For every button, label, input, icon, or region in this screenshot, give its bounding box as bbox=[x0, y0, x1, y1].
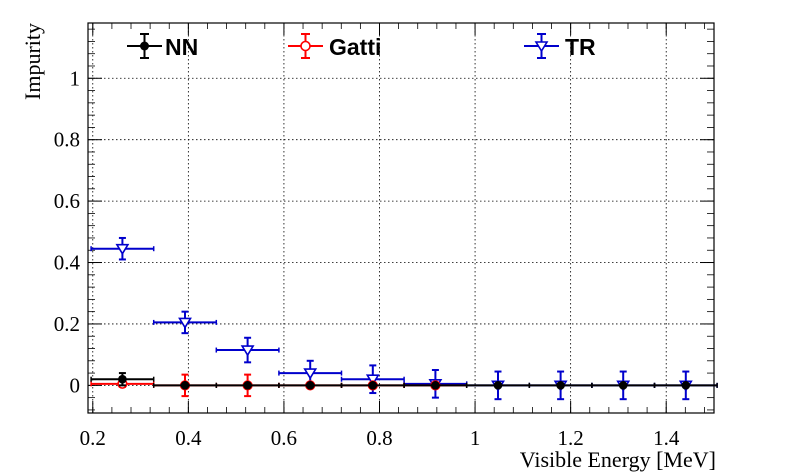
legend-label-tr: TR bbox=[565, 34, 596, 60]
x-tick-label: 1.2 bbox=[558, 426, 584, 450]
nn-data-point bbox=[493, 381, 503, 390]
x-tick-label: 0.8 bbox=[366, 426, 392, 450]
y-tick-label: 0.8 bbox=[54, 128, 80, 152]
nn-data-point bbox=[556, 381, 565, 390]
legend-marker-nn bbox=[140, 41, 149, 51]
tr-data-point bbox=[365, 374, 380, 386]
y-tick-label: 0 bbox=[70, 373, 81, 397]
legend-label-gatti: Gatti bbox=[329, 34, 381, 60]
x-axis-tick-labels: 0.2 0.4 0.6 0.8 1 1.2 1.4 bbox=[80, 426, 680, 450]
y-tick-label: 0.6 bbox=[54, 189, 80, 213]
legend-label-nn: NN bbox=[165, 34, 198, 60]
axis-ticks bbox=[88, 23, 714, 413]
y-axis-tick-labels: 0 0.2 0.4 0.6 0.8 1 bbox=[54, 66, 81, 397]
nn-data-point bbox=[118, 374, 127, 384]
legend-entry-tr: TR bbox=[524, 33, 596, 60]
tr-data-point bbox=[115, 243, 130, 256]
nn-data-point bbox=[180, 381, 190, 390]
legend-entry-nn: NN bbox=[127, 33, 198, 60]
x-tick-label: 0.4 bbox=[175, 426, 202, 450]
nn-data-point bbox=[243, 381, 252, 390]
y-tick-label: 1 bbox=[70, 66, 81, 90]
legend: NN Gatti TR bbox=[127, 33, 596, 60]
legend-marker-gatti bbox=[300, 40, 311, 52]
legend-marker-tr bbox=[534, 41, 549, 53]
nn-data-point bbox=[305, 381, 315, 390]
x-tick-label: 0.6 bbox=[271, 426, 297, 450]
tr-data-point bbox=[240, 345, 255, 357]
y-axis-title: Impurity bbox=[20, 23, 45, 100]
plot-area bbox=[87, 22, 715, 414]
tr-data-point bbox=[178, 317, 192, 329]
x-axis-title: Visible Energy [MeV] bbox=[520, 447, 716, 472]
data-series bbox=[90, 236, 718, 401]
nn-data-point bbox=[368, 381, 378, 390]
y-tick-label: 0.2 bbox=[54, 312, 80, 336]
nn-data-point bbox=[681, 381, 691, 390]
nn-data-point bbox=[618, 381, 628, 390]
legend-entry-gatti: Gatti bbox=[288, 33, 381, 60]
tr-data-point bbox=[303, 368, 318, 380]
x-tick-label: 1.4 bbox=[653, 426, 680, 450]
x-tick-label: 0.2 bbox=[80, 426, 106, 450]
x-tick-label: 1 bbox=[470, 426, 481, 450]
series-nn bbox=[90, 372, 718, 390]
grid-lines bbox=[88, 23, 714, 413]
nn-data-point bbox=[431, 381, 440, 390]
y-tick-label: 0.4 bbox=[54, 251, 81, 275]
